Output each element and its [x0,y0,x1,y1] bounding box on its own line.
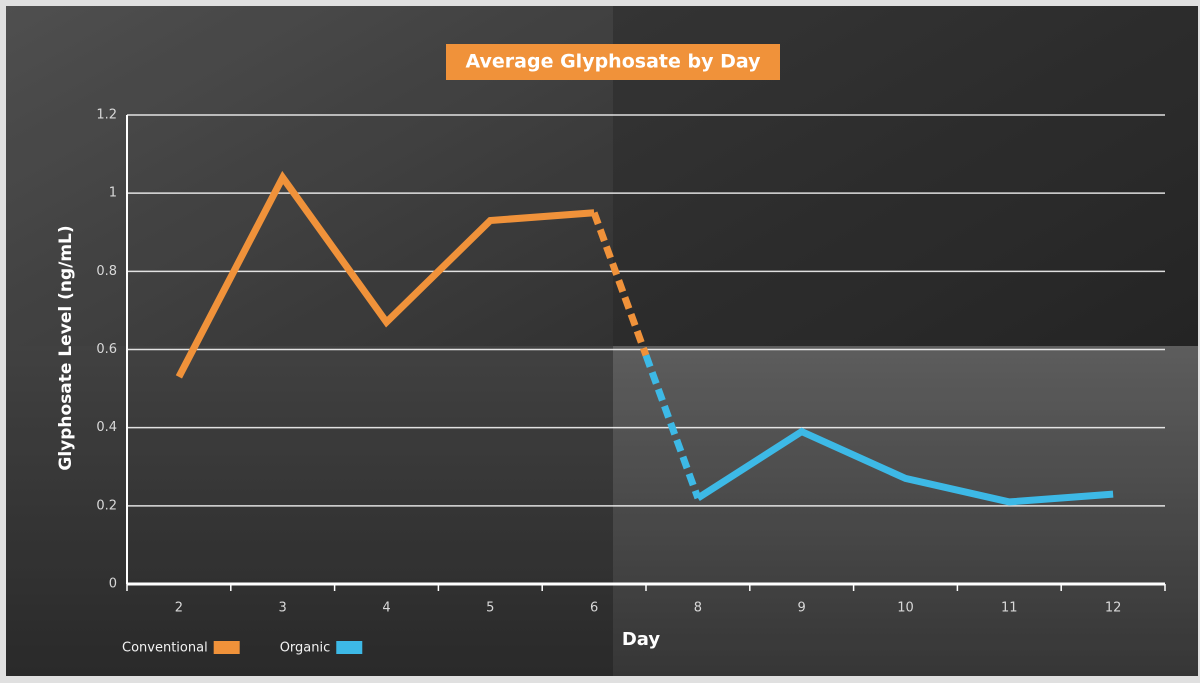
x-tick-label: 6 [590,601,598,616]
x-tick-label: 9 [798,601,806,616]
legend-label: Conventional [122,641,208,656]
x-tick-label: 5 [486,601,494,616]
y-tick-label: 0.4 [96,420,117,435]
y-tick-label: 1 [109,186,117,201]
x-tick-label: 10 [897,601,914,616]
x-tick-label: 3 [279,601,287,616]
y-tick-label: 0.8 [96,264,117,279]
y-tick-label: 0.6 [96,342,117,357]
legend-swatch [336,641,362,654]
x-tick-label: 12 [1105,601,1122,616]
y-axis-label: Glyphosate Level (ng/mL) [56,225,76,470]
chart: Average Glyphosate by Day Glyphosate Lev… [0,0,1200,683]
y-tick-label: 0.2 [96,498,117,513]
x-tick-label: 4 [382,601,390,616]
x-axis-label: Day [622,629,661,650]
chart-title: Average Glyphosate by Day [466,51,762,73]
y-tick-label: 1.2 [96,108,117,123]
background-photo [0,0,1200,683]
x-tick-label: 8 [694,601,702,616]
legend-label: Organic [280,641,331,656]
legend-swatch [214,641,240,654]
x-tick-label: 2 [175,601,183,616]
x-tick-label: 11 [1001,601,1018,616]
y-tick-label: 0 [109,577,117,592]
page: {"chart_data": {"type": "line", "title":… [0,0,1200,683]
